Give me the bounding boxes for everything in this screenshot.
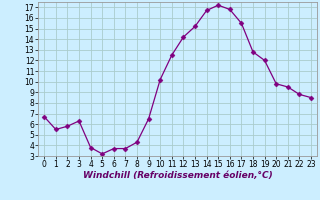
X-axis label: Windchill (Refroidissement éolien,°C): Windchill (Refroidissement éolien,°C) [83,171,272,180]
